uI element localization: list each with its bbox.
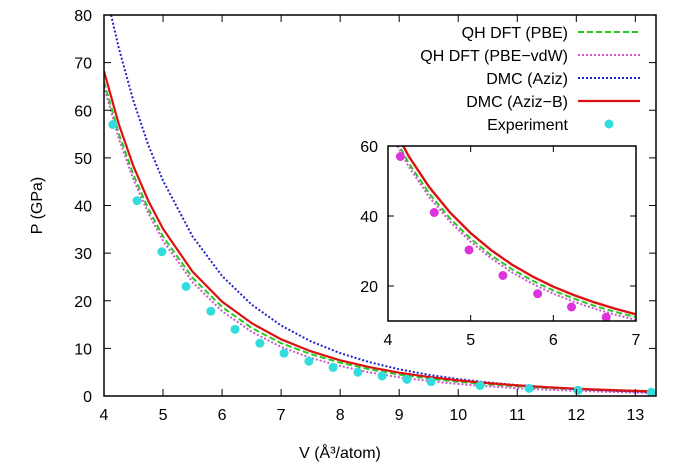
- experiment-point: [524, 383, 534, 393]
- inset-experiment-point: [498, 271, 508, 280]
- x-tick-label: 11: [509, 407, 526, 424]
- experiment-point: [279, 348, 289, 358]
- inset-experiment-point: [533, 289, 543, 299]
- y-tick-label: 30: [74, 246, 92, 263]
- main-plot: 4 5 6 7 8 9 10 11 12 13 0 10 20 30 40 50 60 70 80: [74, 8, 657, 424]
- inset-frame: [387, 145, 637, 322]
- legend-label-experiment: Experiment: [487, 117, 568, 134]
- y-tick-label: 20: [74, 294, 92, 311]
- experiment-point: [108, 120, 118, 130]
- experiment-point: [132, 196, 142, 206]
- inset-series-line-qh-dft-pbe: [398, 146, 636, 319]
- x-tick-label: 7: [277, 407, 286, 424]
- x-tick-label: 6: [218, 407, 227, 424]
- x-tick-label: 8: [336, 407, 345, 424]
- inset-x-tick-label: 4: [384, 332, 393, 349]
- experiment-point: [377, 371, 387, 381]
- experiment-point: [328, 362, 338, 372]
- experiment-point: [353, 367, 363, 377]
- experiment-point: [230, 324, 240, 334]
- x-tick-label: 12: [567, 407, 585, 424]
- experiment-point: [157, 247, 167, 257]
- inset-series-line-dmc-aziz-b: [401, 146, 636, 316]
- inset-series-line-qh-dft-pbe-vdw: [396, 146, 636, 321]
- legend-label-dmc-aziz: DMC (Aziz): [486, 71, 568, 88]
- legend-label-qh-dft-pbe-vdw: QH DFT (PBE−vdW): [420, 48, 568, 65]
- experiment-point: [426, 377, 436, 387]
- legend: QH DFT (PBE) QH DFT (PBE−vdW) DMC (Aziz) DM…: [420, 25, 640, 134]
- inset-x-tick-label: 6: [549, 332, 558, 349]
- experiment-point: [181, 281, 191, 291]
- experiment-point: [402, 374, 412, 384]
- series-line-dmc-aziz-b: [104, 70, 654, 393]
- x-axis-title: V (Å³/atom): [299, 443, 381, 462]
- y-tick-label: 50: [74, 151, 92, 168]
- main-series-group: [104, 15, 656, 396]
- inset-experiment-point: [395, 152, 405, 161]
- inset-x-tick-label: 7: [632, 332, 641, 349]
- legend-sample-experiment: [604, 119, 614, 129]
- y-tick-label: 10: [74, 341, 92, 358]
- inset-experiment-point: [464, 245, 474, 255]
- experiment-point: [255, 338, 265, 348]
- inset-plot: 4 5 6 7 20 40 60: [360, 139, 641, 349]
- x-tick-label: 5: [159, 407, 168, 424]
- experiment-point: [475, 381, 485, 391]
- experiment-point: [646, 387, 656, 396]
- legend-label-dmc-aziz-b: DMC (Aziz−B): [466, 94, 568, 111]
- y-tick-label: 80: [74, 8, 92, 25]
- x-tick-label: 10: [449, 407, 467, 424]
- experiment-point: [206, 306, 216, 316]
- inset-experiment-point: [567, 302, 577, 312]
- inset-y-tick-label: 40: [360, 209, 378, 226]
- inset-x-tick-label: 5: [466, 332, 475, 349]
- inset-experiment-point: [429, 208, 439, 217]
- y-tick-label: 0: [83, 389, 92, 406]
- x-tick-label: 4: [100, 407, 109, 424]
- inset-y-tick-label: 20: [360, 279, 378, 296]
- y-axis-title: P (GPa): [29, 177, 46, 235]
- inset-background: [388, 146, 636, 321]
- inset-experiment-point: [601, 312, 611, 321]
- legend-label-qh-dft-pbe: QH DFT (PBE): [462, 25, 568, 42]
- y-tick-label: 40: [74, 199, 92, 216]
- experiment-point: [573, 385, 583, 395]
- inset-series-group: [395, 146, 636, 321]
- experiment-point: [304, 356, 314, 366]
- x-tick-label: 9: [395, 407, 404, 424]
- y-tick-label: 70: [74, 56, 92, 73]
- y-tick-label: 60: [74, 103, 92, 120]
- x-tick-label: 13: [626, 407, 644, 424]
- inset-y-tick-label: 60: [360, 139, 378, 156]
